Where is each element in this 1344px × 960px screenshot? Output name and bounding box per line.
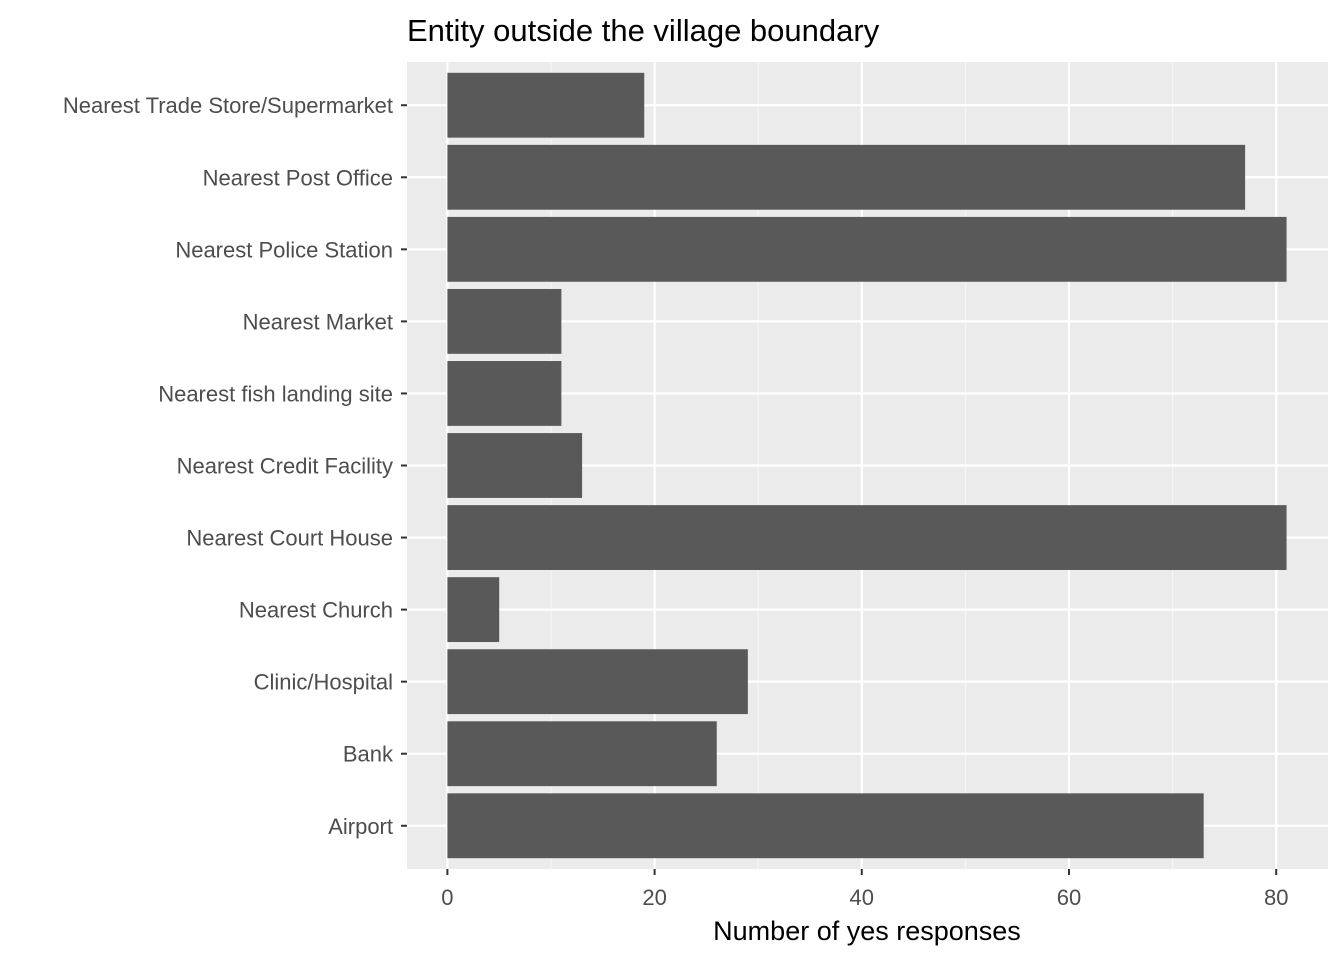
y-tick-label: Nearest Post Office <box>203 165 393 190</box>
bar <box>447 433 583 498</box>
x-tick-label: 40 <box>850 885 874 910</box>
y-tick-label: Nearest Market <box>243 309 393 334</box>
y-tick-label: Nearest Police Station <box>175 237 393 262</box>
bar <box>447 649 748 715</box>
x-tick-label: 20 <box>642 885 666 910</box>
y-tick-label: Airport <box>328 814 393 839</box>
x-tick-label: 80 <box>1264 885 1288 910</box>
y-axis: Airport Bank Clinic/Hospital Nearest Church… <box>63 93 407 839</box>
bar <box>447 577 500 643</box>
y-tick-label: Nearest Church <box>239 598 393 623</box>
bar <box>447 216 1287 282</box>
bar <box>447 288 562 354</box>
bar <box>447 144 1246 210</box>
bar <box>447 361 562 426</box>
x-tick-label: 60 <box>1057 885 1081 910</box>
y-tick-label: Nearest fish landing site <box>158 381 393 406</box>
y-tick-label: Nearest Credit Facility <box>177 454 393 479</box>
y-tick-label: Clinic/Hospital <box>254 670 393 695</box>
y-tick-label: Bank <box>343 742 394 767</box>
bar <box>447 721 717 787</box>
bar <box>447 505 1287 570</box>
bar <box>447 793 1204 859</box>
bars <box>447 72 1287 859</box>
y-tick-label: Nearest Trade Store/Supermarket <box>63 93 393 118</box>
x-axis-title: Number of yes responses <box>713 916 1021 946</box>
bar <box>447 72 645 138</box>
chart-title: Entity outside the village boundary <box>407 13 880 48</box>
x-tick-label: 0 <box>441 885 453 910</box>
y-tick-label: Nearest Court House <box>186 526 393 551</box>
x-axis: 0 20 40 60 80 <box>441 869 1288 910</box>
